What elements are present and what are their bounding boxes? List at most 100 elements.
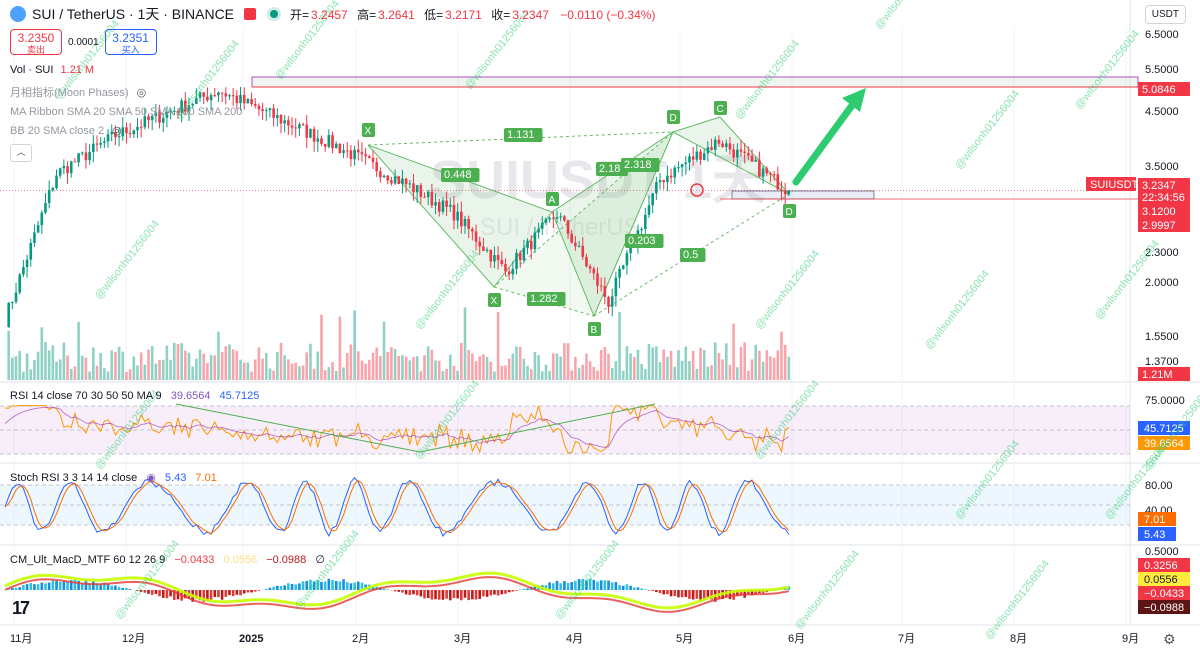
macd-hist-bar bbox=[18, 587, 22, 590]
macd-hist-bar bbox=[158, 590, 161, 597]
candle-body bbox=[213, 95, 217, 97]
collapse-legend-button[interactable]: ︿ bbox=[10, 144, 32, 162]
volume-bar bbox=[25, 353, 29, 380]
eye-hidden-icon[interactable]: ◎ bbox=[112, 125, 122, 137]
candle-body bbox=[577, 245, 581, 247]
candle-body bbox=[117, 136, 121, 138]
rsi-legend-name: RSI 14 close 70 30 50 50 MA 9 bbox=[10, 390, 162, 402]
volume-bar bbox=[44, 342, 47, 380]
candle-body bbox=[22, 266, 25, 275]
settings-icon[interactable]: ⚙ bbox=[1163, 631, 1176, 647]
macd-hist-bar bbox=[353, 582, 356, 590]
candle-body bbox=[246, 99, 250, 104]
rsi-badge-bg bbox=[1138, 436, 1190, 450]
watermark-handle: @wilsonh01256004 bbox=[953, 88, 1022, 172]
macd-hist-bar bbox=[103, 582, 106, 590]
price-badge-bg bbox=[1138, 367, 1190, 381]
macd-hist-bar bbox=[165, 590, 169, 599]
candle-body bbox=[669, 175, 673, 178]
macd-hist-bar bbox=[342, 579, 345, 590]
macd-hist-bar bbox=[36, 584, 40, 590]
chart-header: SUI / TetherUS · 1天 · BINANCE 开= 3.2457 高… bbox=[0, 0, 1130, 28]
volume-bar bbox=[136, 365, 139, 380]
currency-selector[interactable]: USDT bbox=[1144, 5, 1186, 24]
volume-bar bbox=[552, 353, 555, 380]
candle-body bbox=[165, 112, 169, 118]
macd-hist-bar bbox=[55, 580, 58, 590]
tradingview-logo[interactable]: 17 bbox=[12, 598, 30, 618]
macd-hist-bar bbox=[511, 590, 515, 592]
volume-bar bbox=[217, 331, 220, 380]
watermark-description: SUI / TetherUS bbox=[480, 214, 640, 241]
macd-hist-bar bbox=[147, 590, 150, 594]
stoch-legend[interactable]: Stoch RSI 3 3 14 14 close ◉ 5.43 7.01 bbox=[10, 471, 217, 484]
volume-bar bbox=[758, 350, 761, 380]
pattern-point-label: X bbox=[491, 296, 498, 307]
candle-body bbox=[25, 259, 29, 267]
volume-bar bbox=[305, 352, 309, 380]
pattern-ratio: 0.448 bbox=[441, 168, 480, 182]
ratio-box bbox=[680, 248, 706, 262]
candle-body bbox=[312, 128, 316, 142]
macd-hist-bar bbox=[80, 583, 84, 590]
macd-legend[interactable]: CM_Ult_MacD_MTF 60 12 26 9 −0.0433 0.055… bbox=[10, 553, 325, 566]
macd-hist-bar bbox=[305, 580, 309, 590]
alert-flag-icon[interactable] bbox=[244, 8, 257, 20]
macd-hist-bar bbox=[393, 590, 397, 592]
rsi-line bbox=[4, 404, 790, 454]
moon-legend[interactable]: 月相指标(Moon Phases) ◎ bbox=[10, 84, 146, 100]
ribbon-legend[interactable]: MA Ribbon SMA 20 SMA 50 SMA 100 SMA 200 bbox=[10, 106, 242, 118]
macd-hist-bar bbox=[474, 590, 478, 600]
volume-bar bbox=[368, 359, 371, 380]
volume-bar bbox=[780, 331, 783, 380]
candle-body bbox=[463, 218, 467, 227]
volume-bar bbox=[110, 350, 114, 380]
candle-body bbox=[191, 104, 194, 106]
macd-badge: 0.3256 bbox=[1138, 558, 1190, 572]
candle-body bbox=[437, 202, 441, 212]
macd-badge: −0.0988 bbox=[1138, 600, 1190, 614]
candle-body bbox=[69, 161, 73, 174]
macd-hist-bar bbox=[419, 590, 423, 597]
rsi-value: 39.6564 bbox=[170, 390, 211, 402]
candle-body bbox=[209, 95, 213, 101]
macd-hist-bar bbox=[555, 580, 559, 590]
stoch-badge-bg bbox=[1138, 527, 1176, 541]
price-badge-bg bbox=[1138, 190, 1190, 204]
candle-body bbox=[485, 249, 489, 251]
volume-bar bbox=[441, 371, 445, 380]
price-badge-text: 2.9997 bbox=[1142, 220, 1176, 232]
candle-body bbox=[220, 92, 224, 94]
volume-bar bbox=[761, 361, 765, 380]
volume-bar bbox=[533, 352, 537, 380]
rsi-legend[interactable]: RSI 14 close 70 30 50 50 MA 9 39.6564 45… bbox=[10, 390, 259, 402]
macd-hist-bar bbox=[618, 585, 621, 590]
eye-hidden-icon[interactable]: ◎ bbox=[136, 87, 147, 99]
bb-legend[interactable]: BB 20 SMA close 2 ◎ bbox=[10, 124, 122, 137]
ratio-label: 2.318 bbox=[624, 159, 652, 171]
buy-button[interactable]: 3.2351 买入 bbox=[104, 29, 157, 55]
volume-bar bbox=[103, 368, 106, 380]
macd-hist-bar bbox=[294, 584, 298, 590]
macd-hist-bar bbox=[217, 590, 220, 598]
volume-legend[interactable]: Vol · SUI 1.21 M bbox=[10, 64, 94, 76]
watermark-handle: @wilsonh01256004 bbox=[413, 248, 482, 332]
stoch-settings-icon[interactable]: ◉ bbox=[146, 472, 156, 484]
symbol-title[interactable]: SUI / TetherUS · 1天 · BINANCE bbox=[32, 6, 235, 22]
macd-value: −0.0433 bbox=[174, 554, 215, 566]
candle-body bbox=[750, 155, 754, 162]
high-value: 3.2641 bbox=[378, 7, 415, 22]
macd-hist-bar bbox=[574, 580, 577, 590]
macd-hist-bar bbox=[404, 590, 408, 595]
volume-bar bbox=[139, 352, 143, 380]
rsi-badge-bg bbox=[1138, 421, 1190, 435]
candle-body bbox=[585, 256, 588, 267]
sell-button[interactable]: 3.2350 卖出 bbox=[10, 29, 62, 55]
pattern-ratio: 1.282 bbox=[527, 292, 566, 306]
pattern-ratio: 2.18 bbox=[596, 162, 628, 176]
volume-bar bbox=[95, 365, 99, 380]
pattern-point-label: D bbox=[670, 113, 677, 124]
candle-body bbox=[180, 100, 183, 113]
volume-bar bbox=[691, 350, 695, 380]
